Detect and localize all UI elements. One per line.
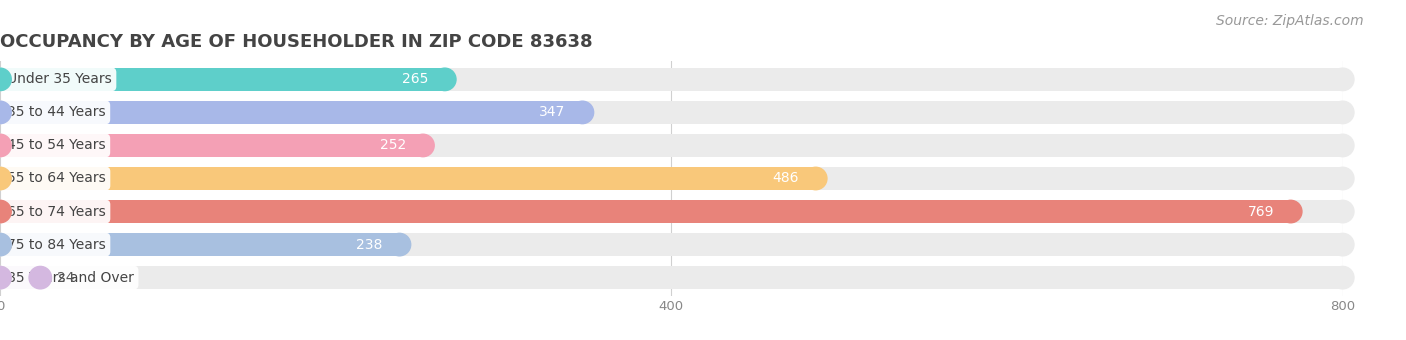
Text: 252: 252	[380, 138, 406, 152]
Text: 45 to 54 Years: 45 to 54 Years	[7, 138, 105, 152]
Text: Under 35 Years: Under 35 Years	[7, 72, 111, 86]
Text: 238: 238	[356, 238, 382, 252]
Bar	[0, 233, 399, 256]
Bar	[0, 200, 1291, 223]
Text: 65 to 74 Years: 65 to 74 Years	[7, 205, 105, 219]
Bar	[0, 101, 582, 124]
Bar	[0, 267, 41, 289]
Bar	[0, 68, 1343, 90]
Bar	[0, 68, 444, 90]
Bar	[0, 167, 815, 190]
Bar	[0, 267, 1343, 289]
Text: 35 to 44 Years: 35 to 44 Years	[7, 105, 105, 119]
Text: 486: 486	[772, 171, 799, 186]
Text: 75 to 84 Years: 75 to 84 Years	[7, 238, 105, 252]
Text: 265: 265	[402, 72, 427, 86]
Text: 24: 24	[58, 271, 75, 285]
Bar	[0, 134, 423, 157]
Text: OCCUPANCY BY AGE OF HOUSEHOLDER IN ZIP CODE 83638: OCCUPANCY BY AGE OF HOUSEHOLDER IN ZIP C…	[0, 33, 592, 51]
Bar	[0, 233, 1343, 256]
Bar	[0, 101, 1343, 124]
Text: 347: 347	[540, 105, 565, 119]
Text: Source: ZipAtlas.com: Source: ZipAtlas.com	[1216, 14, 1364, 28]
Bar	[0, 134, 1343, 157]
Text: 55 to 64 Years: 55 to 64 Years	[7, 171, 105, 186]
Text: 769: 769	[1247, 205, 1274, 219]
Bar	[0, 200, 1343, 223]
Bar	[0, 167, 1343, 190]
Text: 85 Years and Over: 85 Years and Over	[7, 271, 134, 285]
